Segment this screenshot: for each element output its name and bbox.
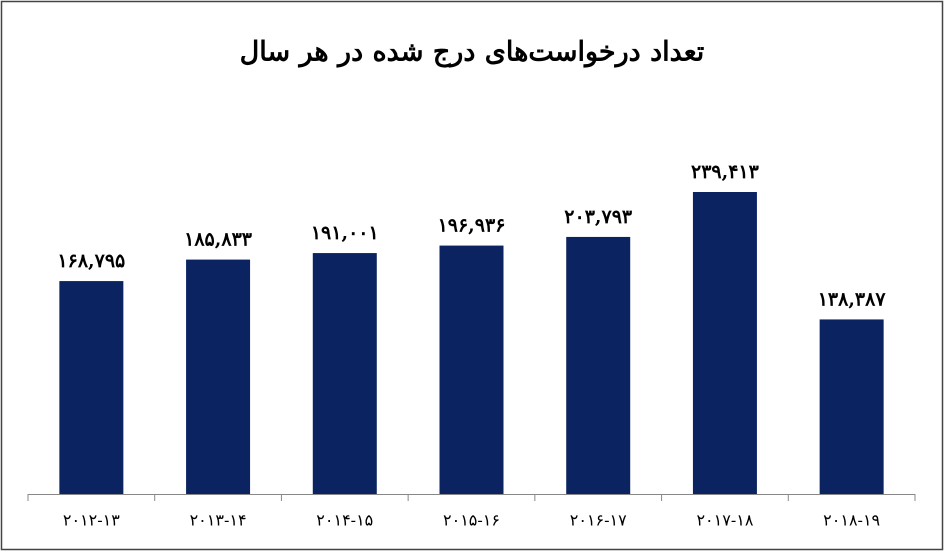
x-tick-label: ۲۰۱۳-۱۴ xyxy=(190,511,247,530)
x-tick-label: ۲۰۱۲-۱۳ xyxy=(63,511,120,530)
x-tick-label: ۲۰۱۷-۱۸ xyxy=(696,511,753,530)
bar xyxy=(59,281,124,494)
x-tick-label: ۲۰۱۸-۱۹ xyxy=(823,511,880,530)
data-label: ۱۹۶,۹۳۶ xyxy=(438,215,506,237)
x-tick-label: ۲۰۱۶-۱۷ xyxy=(570,511,627,530)
data-label: ۲۰۳,۷۹۳ xyxy=(564,206,633,228)
data-label: ۱۳۸,۳۸۷ xyxy=(818,288,887,310)
bar xyxy=(186,259,251,494)
bar xyxy=(439,245,504,494)
bar xyxy=(819,319,884,494)
x-tick-label: ۲۰۱۴-۱۵ xyxy=(316,511,373,530)
bar xyxy=(312,253,377,494)
data-label: ۱۸۵,۸۳۳ xyxy=(184,229,253,251)
data-label: ۱۶۸,۷۹۵ xyxy=(57,250,125,272)
data-label: ۱۹۱,۰۰۱ xyxy=(311,222,379,244)
bar xyxy=(692,192,757,494)
x-tick-label: ۲۰۱۵-۱۶ xyxy=(443,511,500,530)
data-label: ۲۳۹,۴۱۳ xyxy=(691,161,760,183)
chart-title: تعداد درخواست‌های درج شده در هر سال xyxy=(240,37,705,69)
bar xyxy=(566,236,631,494)
